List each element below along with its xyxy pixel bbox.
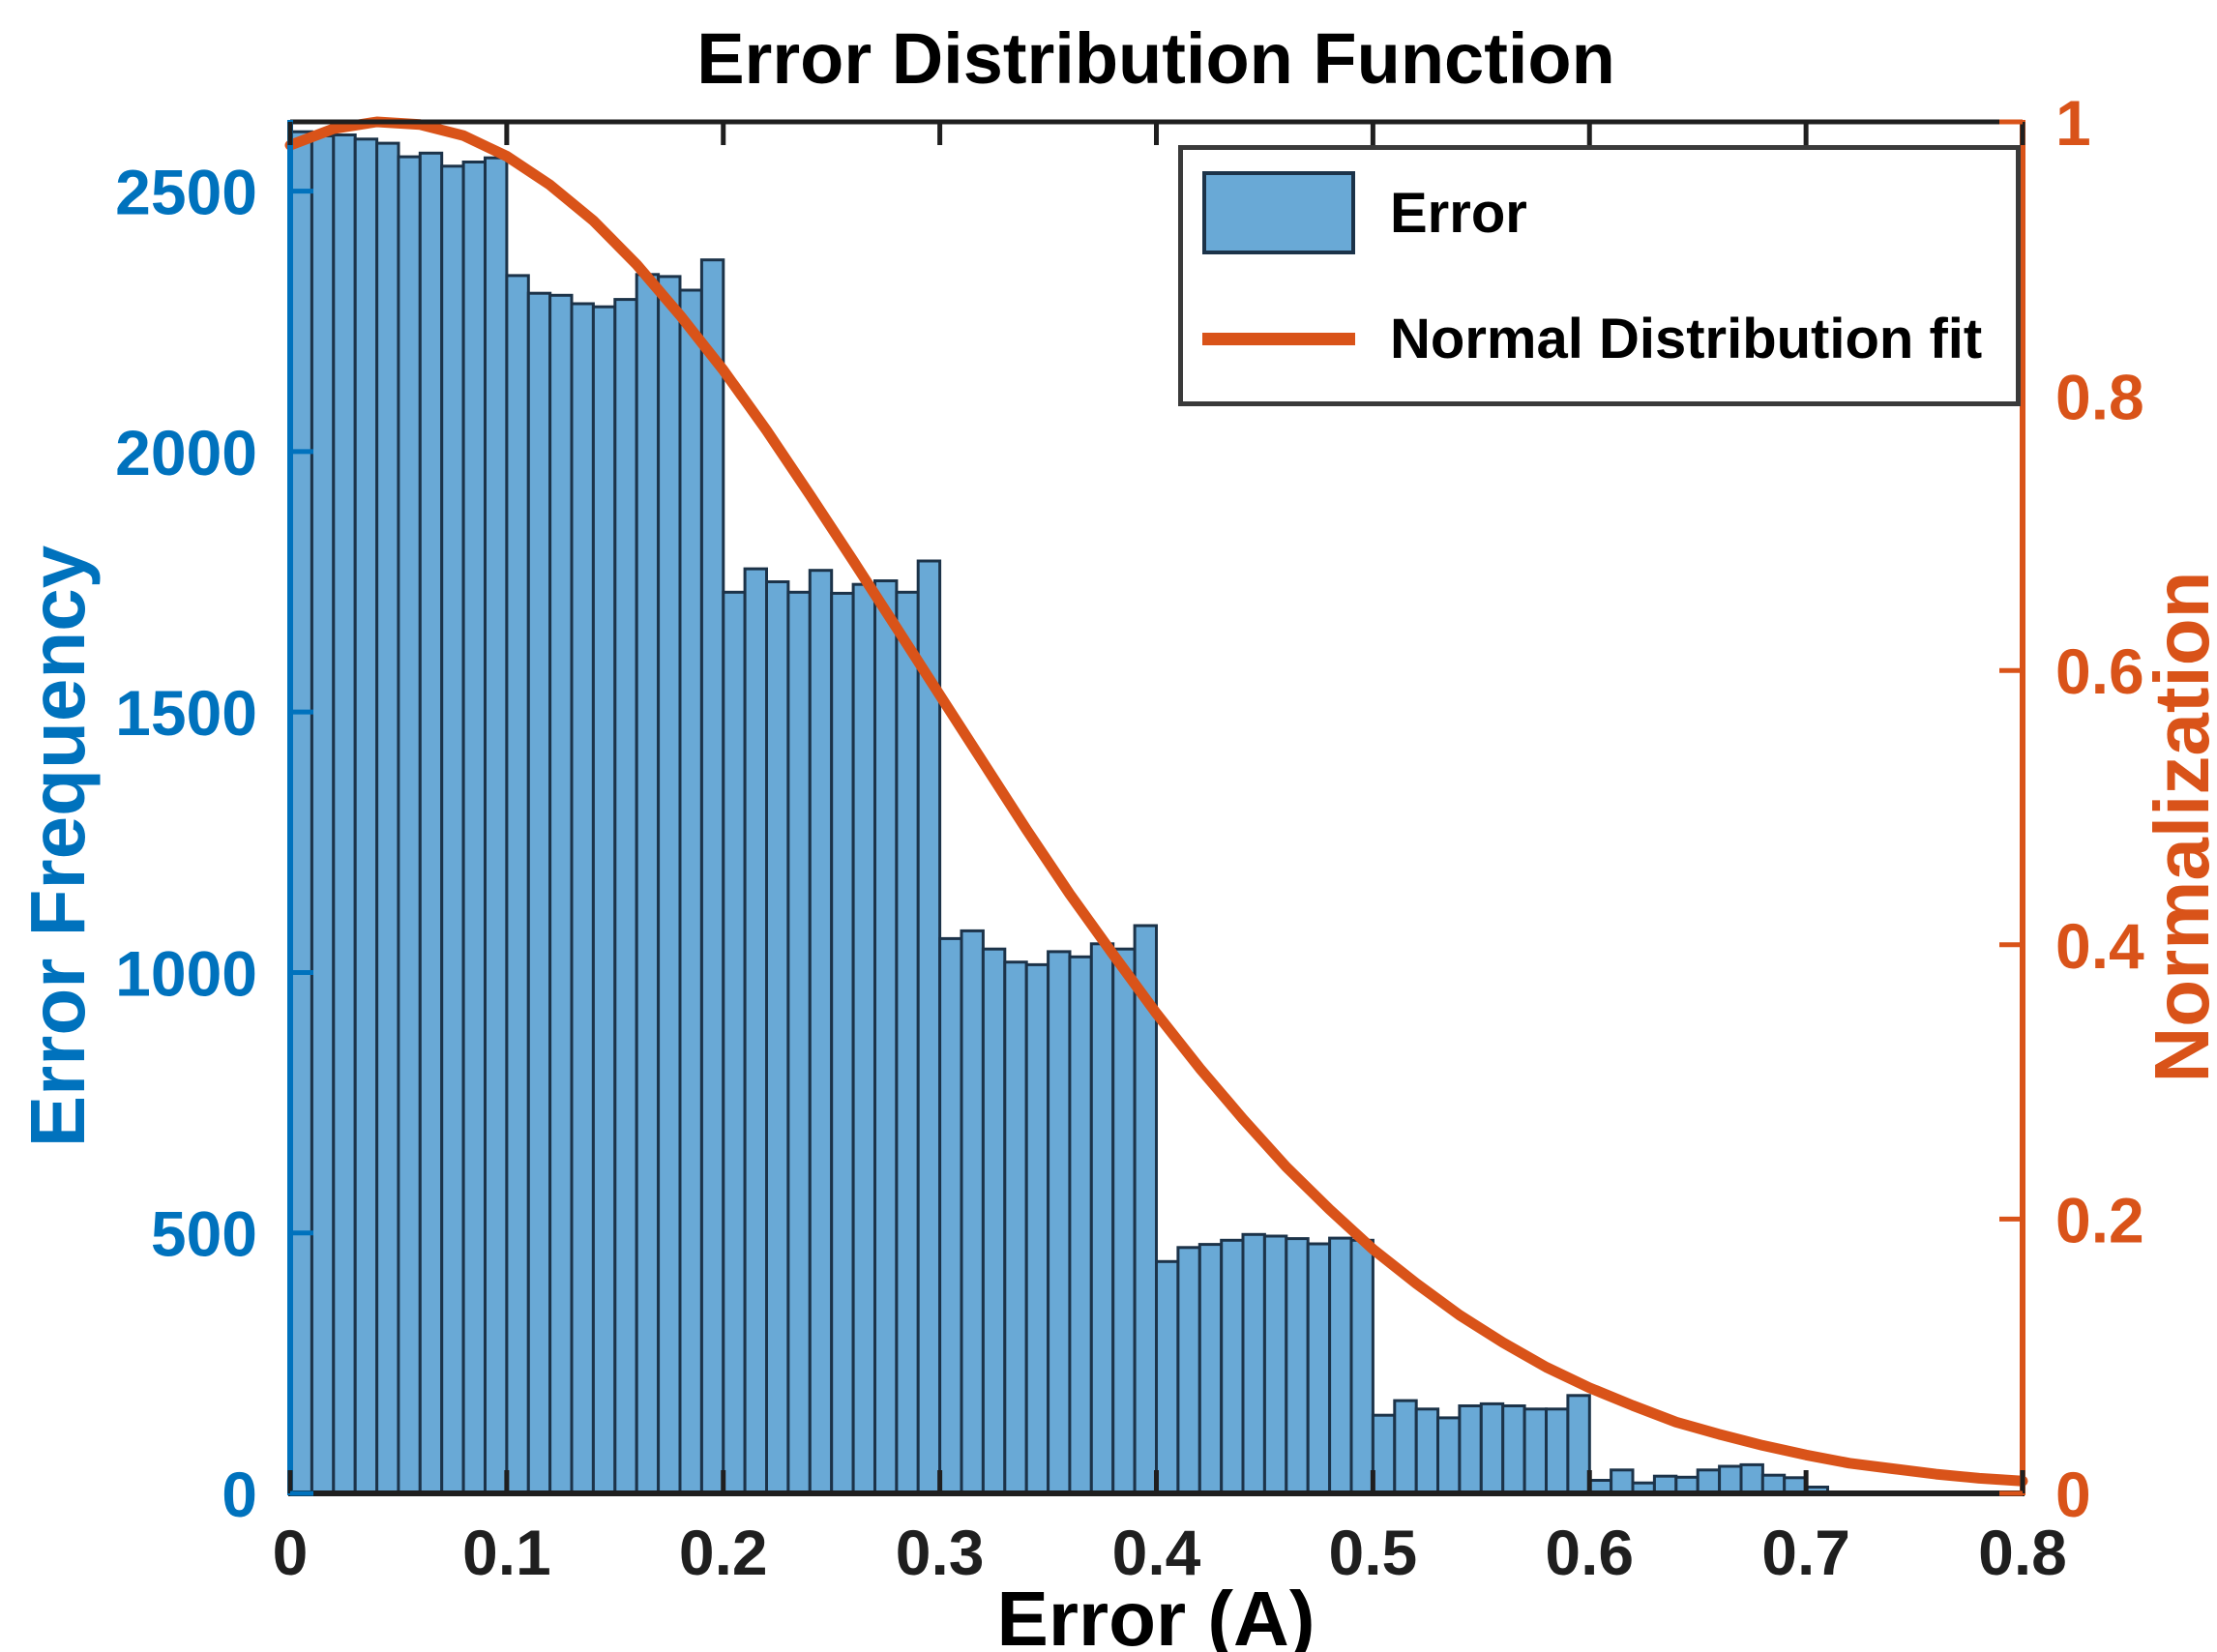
legend-label-fit: Normal Distribution fit: [1390, 307, 1983, 370]
chart-title: Error Distribution Function: [696, 18, 1615, 99]
svg-text:0: 0: [2055, 1459, 2091, 1530]
svg-text:0.2: 0.2: [679, 1517, 768, 1588]
x-axis-label: Error (A): [996, 1576, 1315, 1652]
legend-item-fit: Normal Distribution fit: [1183, 276, 2016, 401]
svg-text:0: 0: [273, 1517, 309, 1588]
svg-text:1500: 1500: [115, 677, 257, 749]
svg-text:2000: 2000: [115, 417, 257, 488]
svg-text:1000: 1000: [115, 937, 257, 1009]
axis-tick-labels: 0 0.1 0.2 0.3 0.4 0.5 0.6 0.7 0.8050010001500200…: [115, 87, 2144, 1588]
svg-text:0: 0: [222, 1459, 257, 1530]
legend-swatch-fit-line: [1202, 332, 1355, 345]
axis-ticks: [287, 119, 2025, 1496]
svg-text:0.6: 0.6: [2055, 635, 2144, 707]
svg-text:0.1: 0.1: [462, 1517, 551, 1588]
legend-item-error: Error: [1183, 150, 2016, 276]
svg-text:0.4: 0.4: [1112, 1517, 1201, 1588]
svg-text:0.4: 0.4: [2055, 910, 2144, 982]
svg-text:2500: 2500: [115, 157, 257, 228]
svg-text:0.8: 0.8: [1978, 1517, 2067, 1588]
legend: Error Normal Distribution fit: [1178, 145, 2021, 406]
legend-swatch-error-bar: [1202, 171, 1355, 254]
svg-text:0.2: 0.2: [2055, 1184, 2144, 1255]
svg-text:0.7: 0.7: [1761, 1517, 1850, 1588]
svg-text:1: 1: [2055, 87, 2091, 159]
svg-text:500: 500: [151, 1198, 257, 1270]
svg-text:0.6: 0.6: [1545, 1517, 1634, 1588]
svg-text:0.8: 0.8: [2055, 362, 2144, 433]
svg-text:0.3: 0.3: [896, 1517, 985, 1588]
normal-distribution-fit-curve: [284, 116, 2028, 1487]
legend-label-error: Error: [1390, 181, 1527, 245]
svg-text:0.5: 0.5: [1329, 1517, 1418, 1588]
